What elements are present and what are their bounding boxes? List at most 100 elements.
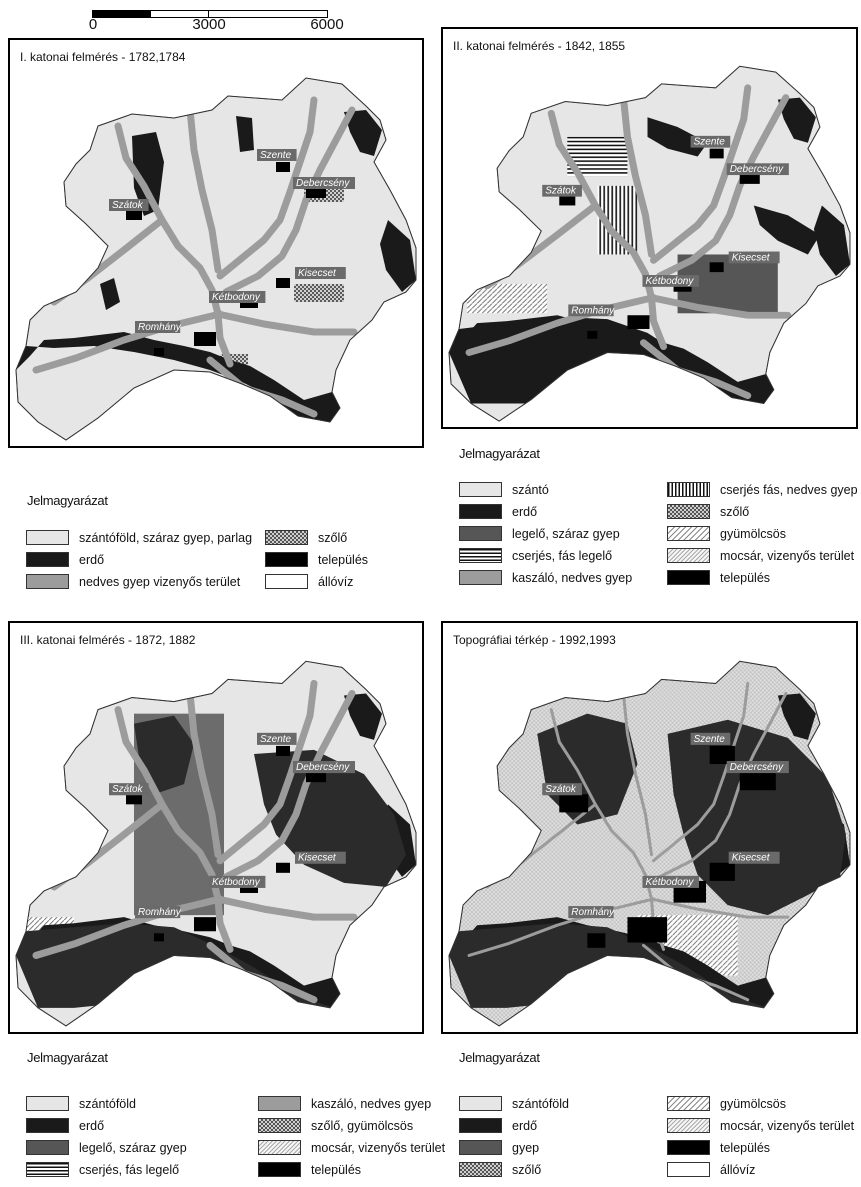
- legend-swatch: [265, 552, 308, 567]
- study-area-outline: [448, 65, 851, 422]
- legend-swatch: [459, 482, 502, 497]
- settlement: [559, 794, 589, 813]
- svg-text:Romhány: Romhány: [138, 907, 182, 918]
- settlement: [709, 148, 724, 159]
- legend-swatch: [265, 574, 308, 589]
- wet-meadow-stream: [32, 895, 224, 959]
- svg-text:Debercsény: Debercsény: [730, 762, 784, 773]
- forest-patch: [344, 693, 382, 740]
- map-title: II. katonai felmérés - 1842, 1855: [451, 39, 628, 53]
- settlement: [276, 162, 290, 172]
- study-area-outline: [15, 660, 417, 1027]
- wet-meadow-stream: [186, 689, 222, 859]
- wet-meadow-stream: [114, 706, 234, 953]
- legend-label: állóvíz: [720, 1163, 756, 1177]
- svg-text:Szente: Szente: [260, 150, 292, 161]
- svg-text:Szátok: Szátok: [112, 200, 144, 211]
- wet-meadow-stream: [32, 310, 224, 374]
- legend-swatch: [26, 574, 69, 589]
- svg-text:Kétbodony: Kétbodony: [212, 292, 261, 303]
- legend-title: Jelmagyarázat: [27, 493, 108, 508]
- wet-meadow-stream: [114, 122, 234, 368]
- place-label: Kétbodony: [209, 291, 266, 303]
- place-label: Debercsény: [293, 761, 355, 774]
- svg-text:Debercsény: Debercsény: [730, 164, 785, 175]
- place-label: Romhány: [135, 321, 182, 333]
- settlement: [587, 330, 598, 339]
- scale-label-6000: 6000: [310, 16, 344, 33]
- legend-swatch: [26, 1096, 69, 1111]
- wet-meadow-stream: [467, 897, 656, 957]
- forest-patch: [344, 110, 382, 156]
- legend-label: állóvíz: [318, 575, 354, 589]
- forest-patch: [813, 205, 850, 277]
- legend-swatch: [459, 1096, 502, 1111]
- legend-label: gyep: [512, 1141, 540, 1155]
- place-label: Kétbodony: [642, 275, 700, 287]
- legend-label: mocsár, vizenyős terület: [311, 1141, 446, 1155]
- place-label: Szátok: [109, 199, 149, 211]
- settlement: [306, 772, 326, 783]
- settlement: [276, 745, 290, 756]
- place-label: Kétbodony: [209, 875, 266, 888]
- legend-swatch: [26, 1118, 69, 1133]
- legend-swatch: [459, 1118, 502, 1133]
- svg-text:Szente: Szente: [260, 734, 291, 745]
- wet-meadow-stream: [222, 689, 356, 881]
- svg-text:Romhány: Romhány: [571, 305, 615, 316]
- wet-meadow-stream: [656, 94, 790, 280]
- legend-label: nedves gyep vizenyős terület: [79, 575, 241, 589]
- settlement: [739, 772, 776, 791]
- legend-swatch: [459, 526, 502, 541]
- legend-label: cserjés, fás legelő: [512, 549, 613, 563]
- place-label: Debercsény: [726, 163, 789, 175]
- svg-text:Kisecset: Kisecset: [298, 853, 337, 864]
- legend-swatch: [258, 1096, 301, 1111]
- svg-text:Debercsény: Debercsény: [296, 178, 350, 189]
- wet-meadow-stream: [549, 708, 666, 951]
- place-label: Kisecset: [295, 851, 346, 864]
- forest-patch: [380, 220, 416, 292]
- svg-text:Szátok: Szátok: [545, 784, 577, 795]
- svg-text:Szente: Szente: [694, 137, 726, 148]
- svg-text:Szente: Szente: [694, 734, 726, 745]
- wet-meadow-stream: [465, 294, 658, 356]
- settlement: [587, 933, 606, 948]
- legend-label: mocsár, vizenyős terület: [720, 1119, 855, 1133]
- legend-label: legelő, száraz gyep: [79, 1141, 187, 1155]
- settlement: [126, 794, 142, 805]
- map-panel-1872: III. katonai felmérés - 1872, 1882 Szent…: [8, 621, 424, 1034]
- legend-title: Jelmagyarázat: [459, 446, 540, 461]
- settlement: [306, 188, 326, 198]
- settlement: [154, 348, 164, 356]
- place-label: Szente: [257, 732, 297, 745]
- legend-label: kaszáló, nedves gyep: [512, 571, 633, 585]
- wet-meadow-stream: [650, 84, 752, 264]
- legend-label: kaszáló, nedves gyep: [311, 1097, 432, 1111]
- legend-label: szőlő: [318, 531, 348, 545]
- map-title: Topográfiai térkép - 1992,1993: [451, 633, 618, 647]
- legend-label: gyümölcsös: [720, 1097, 786, 1111]
- legend-swatch: [258, 1118, 301, 1133]
- map-title: I. katonai felmérés - 1782,1784: [18, 50, 188, 64]
- svg-text:Kétbodony: Kétbodony: [212, 877, 261, 888]
- place-label: Szente: [257, 149, 297, 161]
- legend-swatch: [459, 548, 502, 563]
- forest-patch: [236, 116, 254, 152]
- place-label: Szente: [690, 135, 731, 148]
- legend-swatch: [667, 570, 710, 585]
- svg-text:Kisecset: Kisecset: [732, 252, 771, 263]
- svg-text:Kisecset: Kisecset: [298, 268, 337, 279]
- map-1842: Szente Debercsény Szátok Kisecset Kétbodony R…: [448, 65, 851, 422]
- settlement: [709, 262, 724, 273]
- svg-text:Debercsény: Debercsény: [296, 762, 350, 773]
- svg-text:Kisecset: Kisecset: [732, 853, 771, 864]
- legend-swatch: [667, 504, 710, 519]
- legend-label: gyümölcsös: [720, 527, 786, 541]
- settlement: [154, 933, 164, 942]
- legend-label: cserjés fás, nedves gyep: [720, 483, 858, 497]
- study-area-outline: [15, 77, 417, 441]
- legend-swatch: [26, 1140, 69, 1155]
- svg-text:Szátok: Szátok: [112, 784, 143, 795]
- wet-meadow-stream: [186, 106, 222, 274]
